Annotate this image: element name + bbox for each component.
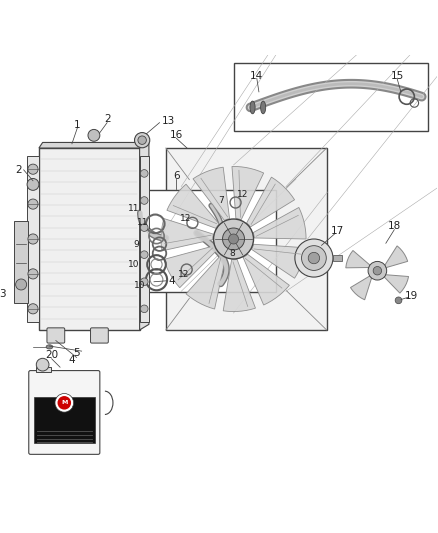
Bar (27, 157, 39, 321)
Polygon shape (164, 246, 216, 288)
Text: 14: 14 (250, 70, 263, 80)
Bar (166, 148, 327, 330)
Text: 20: 20 (45, 350, 58, 360)
Polygon shape (253, 207, 306, 239)
Polygon shape (232, 166, 264, 220)
FancyBboxPatch shape (29, 370, 100, 454)
Circle shape (141, 169, 148, 177)
Text: 5: 5 (73, 348, 79, 358)
Circle shape (28, 164, 38, 174)
Circle shape (214, 219, 254, 259)
Text: M: M (61, 400, 67, 405)
Text: 10: 10 (128, 260, 140, 269)
Polygon shape (384, 274, 409, 293)
Bar (14, 221, 28, 303)
Polygon shape (223, 260, 255, 312)
Polygon shape (39, 148, 140, 330)
Polygon shape (385, 246, 408, 268)
Text: 12: 12 (237, 190, 248, 199)
Polygon shape (350, 276, 372, 300)
Text: 3: 3 (0, 288, 6, 298)
Text: 6: 6 (173, 171, 180, 181)
Text: 9: 9 (133, 240, 139, 249)
Circle shape (138, 136, 146, 144)
Circle shape (28, 234, 38, 244)
FancyBboxPatch shape (91, 328, 108, 343)
Text: 7: 7 (218, 196, 224, 205)
Circle shape (368, 261, 387, 280)
Text: 2: 2 (15, 165, 21, 175)
Text: 4: 4 (68, 356, 75, 366)
Circle shape (301, 246, 326, 270)
Circle shape (295, 239, 333, 277)
Text: 15: 15 (390, 70, 404, 80)
Circle shape (308, 252, 320, 264)
Circle shape (27, 179, 39, 190)
Circle shape (36, 358, 49, 371)
Text: 19: 19 (405, 291, 418, 301)
Circle shape (141, 251, 148, 259)
Text: 10: 10 (134, 281, 145, 290)
Bar (34, 397, 95, 443)
Circle shape (373, 266, 381, 275)
Polygon shape (186, 255, 226, 309)
Text: 18: 18 (388, 221, 401, 231)
Text: 12: 12 (178, 270, 190, 279)
Circle shape (16, 279, 27, 290)
Ellipse shape (261, 101, 266, 114)
FancyBboxPatch shape (47, 328, 65, 343)
Text: 12: 12 (180, 214, 191, 223)
Circle shape (28, 269, 38, 279)
Ellipse shape (250, 101, 255, 114)
Polygon shape (161, 219, 213, 251)
Circle shape (55, 393, 74, 412)
Text: 1: 1 (74, 120, 81, 130)
Text: 2: 2 (104, 114, 110, 124)
Circle shape (395, 297, 402, 304)
Polygon shape (247, 177, 295, 227)
Text: 4: 4 (169, 276, 176, 286)
Circle shape (88, 130, 100, 141)
Polygon shape (39, 142, 149, 148)
Polygon shape (251, 244, 306, 278)
Text: 13: 13 (161, 116, 175, 126)
Bar (140, 157, 149, 321)
Circle shape (134, 133, 150, 148)
Circle shape (141, 278, 148, 286)
Circle shape (28, 304, 38, 314)
Text: 17: 17 (331, 225, 344, 236)
Ellipse shape (46, 345, 53, 349)
Bar (333, 255, 342, 261)
Circle shape (28, 199, 38, 209)
Text: 11: 11 (128, 204, 140, 213)
Circle shape (141, 305, 148, 313)
Circle shape (141, 224, 148, 231)
Polygon shape (346, 251, 371, 268)
Circle shape (57, 396, 71, 409)
Bar (132, 190, 276, 292)
Text: 16: 16 (170, 131, 183, 140)
Polygon shape (243, 254, 290, 305)
Polygon shape (140, 142, 149, 330)
Text: 11: 11 (137, 219, 148, 228)
Polygon shape (193, 167, 230, 221)
Bar (233, 63, 428, 131)
Text: 8: 8 (230, 249, 236, 258)
Circle shape (229, 234, 239, 244)
Circle shape (141, 197, 148, 204)
Circle shape (223, 228, 244, 250)
Polygon shape (167, 184, 219, 228)
Bar (36, 367, 51, 372)
